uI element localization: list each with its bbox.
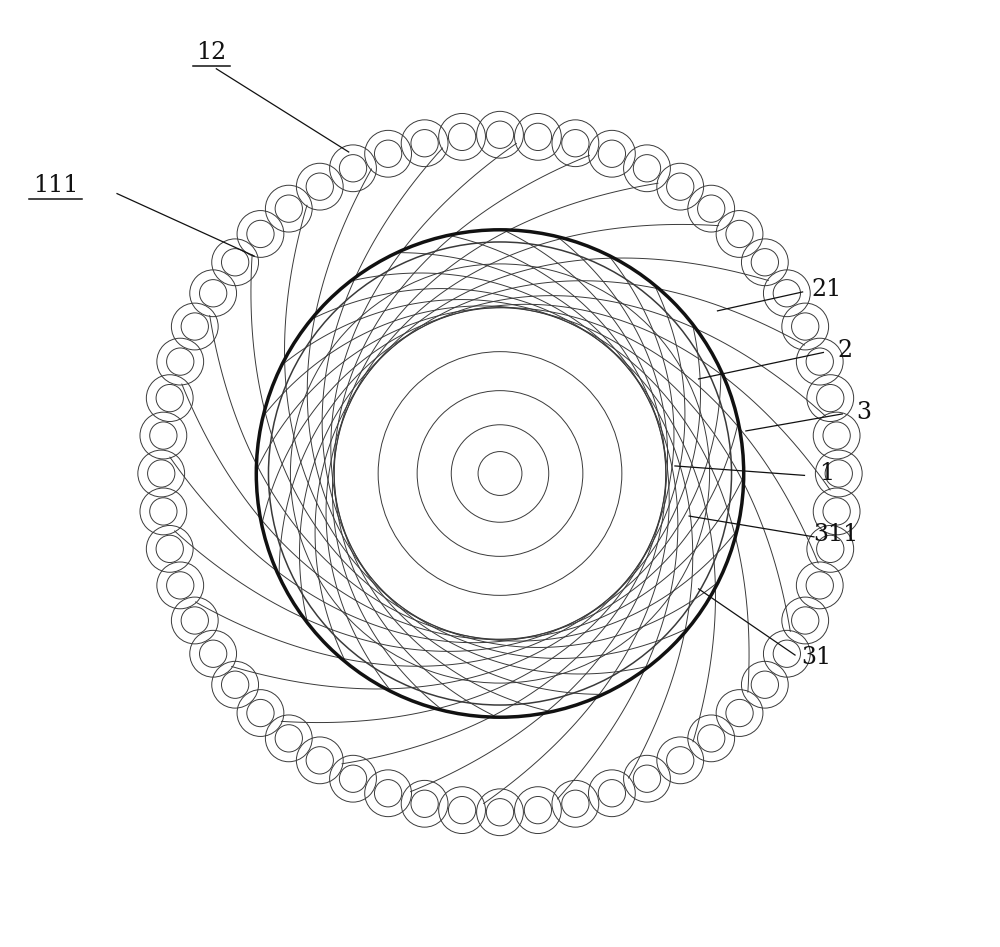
Text: 12: 12 xyxy=(196,42,227,64)
Text: 311: 311 xyxy=(813,524,858,546)
Text: 1: 1 xyxy=(819,462,834,485)
Text: 111: 111 xyxy=(33,173,78,197)
Text: 2: 2 xyxy=(838,339,853,362)
Text: 3: 3 xyxy=(857,401,872,423)
Text: 31: 31 xyxy=(802,647,832,670)
Text: 21: 21 xyxy=(811,277,841,300)
